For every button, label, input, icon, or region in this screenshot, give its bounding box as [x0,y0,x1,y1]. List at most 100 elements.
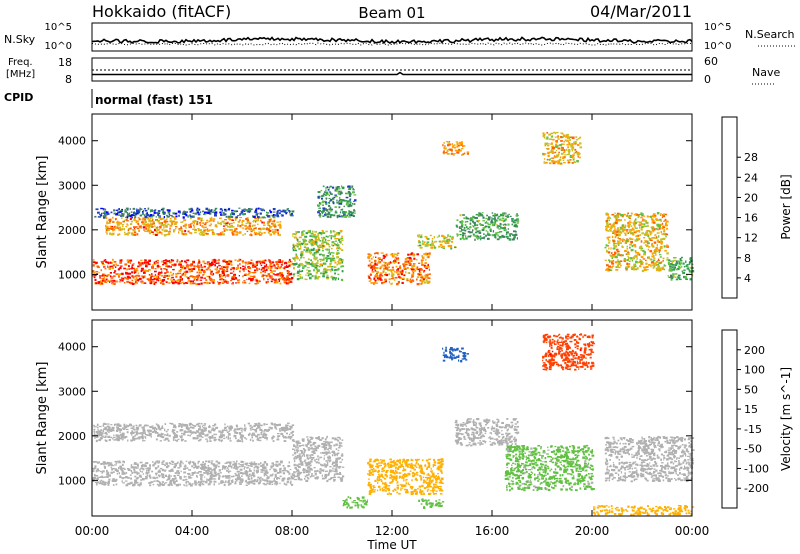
heatmap-cell-region-0 [197,461,199,465]
heatmap-cell-region-10 [640,264,642,266]
heatmap-cell-region-1 [228,218,231,220]
heatmap-cell-region-9 [545,138,549,140]
heatmap-cell-region-3 [322,231,324,233]
heatmap-cell-region-3 [332,231,336,233]
heatmap-cell-region-6 [427,245,429,247]
heatmap-cell-region-9 [563,152,565,154]
heatmap-cell-region-1 [205,233,209,235]
heatmap-cell-region-3 [292,257,295,259]
heatmap-cell-region-0 [128,272,131,275]
heatmap-cell-region-0 [238,258,240,261]
heatmap-cell-region-9 [547,151,550,154]
heatmap-cell-region-1 [273,233,276,235]
heatmap-cell-region-0 [225,480,227,483]
heatmap-cell-region-3 [300,254,303,256]
heatmap-cell-region-10 [628,221,630,223]
heatmap-cell-region-5 [387,269,390,272]
heatmap-cell-region-0 [103,259,106,262]
heatmap-cell-region-9 [552,145,554,148]
heatmap-cell-region-3 [309,229,311,232]
heatmap-cell-region-3 [335,277,337,280]
heatmap-cell-region-7 [494,220,496,223]
heatmap-cell-region-1 [197,440,201,442]
heatmap-cell-region-2 [132,207,136,210]
heatmap-cell-region-10 [627,224,630,227]
heatmap-cell-region-11 [687,265,689,267]
heatmap-cell-region-0 [144,259,147,262]
heatmap-cell-region-10 [611,225,614,228]
heatmap-cell-region-2 [280,214,283,216]
heatmap-cell-region-11 [677,276,680,279]
heatmap-cell-region-3 [340,265,343,268]
heatmap-cell-region-1 [263,430,265,432]
heatmap-cell-region-2 [262,209,265,211]
heatmap-cell-region-10 [629,246,631,249]
heatmap-cell-region-0 [215,460,218,463]
heatmap-cell-region-9 [551,152,555,154]
heatmap-cell-region-10 [615,233,619,236]
heatmap-cell-region-4 [345,202,349,205]
heatmap-cell-region-1 [266,227,268,229]
heatmap-cell-region-1 [200,431,203,434]
heatmap-cell-region-10 [652,264,654,267]
heatmap-cell-region-1 [255,219,258,222]
heatmap-cell-region-2 [179,211,181,214]
heatmap-cell-region-10 [642,249,645,253]
heatmap-cell-region-0 [208,467,212,470]
heatmap-cell-region-10 [611,262,615,265]
heatmap-cell-region-1 [274,427,277,429]
heatmap-cell-region-0 [213,258,216,261]
heatmap-cell-region-0 [266,281,269,283]
heatmap-cell-region-5 [377,262,380,264]
heatmap-cell-region-5 [380,274,384,277]
heatmap-cell-region-0 [109,265,113,267]
heatmap-cell-region-1 [275,424,279,427]
heatmap-cell-region-5 [423,279,425,282]
heatmap-cell-region-0 [247,270,250,272]
heatmap-cell-region-0 [156,460,159,463]
heatmap-cell-region-0 [121,477,124,480]
heatmap-cell-region-10 [615,266,618,269]
heatmap-cell-region-10 [639,261,642,263]
heatmap-cell-region-11 [686,264,689,266]
heatmap-cell-region-0 [253,469,255,472]
heatmap-cell-region-5 [427,253,431,256]
heatmap-cell-region-1 [150,220,153,223]
heatmap-cell-region-1 [233,230,235,233]
heatmap-cell-region-0 [271,275,273,279]
heatmap-cell-region-3 [341,270,344,273]
heatmap-cell-region-0 [205,279,208,281]
heatmap-cell-region-11 [681,270,683,273]
heatmap-cell-region-10 [646,233,649,236]
heatmap-cell-region-2 [102,208,105,211]
heatmap-cell-region-1 [142,432,144,435]
heatmap-cell-region-0 [124,276,126,279]
heatmap-cell-region-1 [245,438,248,440]
heatmap-cell-region-0 [212,279,215,282]
heatmap-cell-region-2 [171,216,174,218]
heatmap-cell-region-0 [114,460,117,463]
heatmap-cell-region-0 [206,472,209,475]
heatmap-cell-region-1 [217,233,220,236]
heatmap-cell-region-0 [170,460,174,462]
heatmap-cell-region-8 [458,141,462,144]
heatmap-cell-region-1 [107,429,111,431]
heatmap-cell-region-6 [442,247,445,249]
heatmap-cell-region-7 [461,229,463,232]
heatmap-cell-region-0 [263,278,265,281]
heatmap-cell-region-3 [314,276,317,279]
heatmap-cell-region-1 [205,438,208,440]
heatmap-cell-region-3 [298,264,301,267]
heatmap-cell-region-0 [191,465,193,468]
heatmap-cell-region-1 [163,220,166,223]
heatmap-cell-region-1 [222,233,225,236]
heatmap-cell-region-0 [243,274,247,276]
heatmap-cell-region-9 [563,134,566,137]
heatmap-cell-region-0 [198,259,200,261]
heatmap-cell-region-10 [654,234,657,236]
heatmap-cell-region-0 [230,475,233,478]
heatmap-cell-region-6 [450,247,453,250]
heatmap-cell-region-0 [141,275,143,277]
heatmap-cell-region-3 [329,265,332,267]
heatmap-cell-region-4 [343,214,346,216]
